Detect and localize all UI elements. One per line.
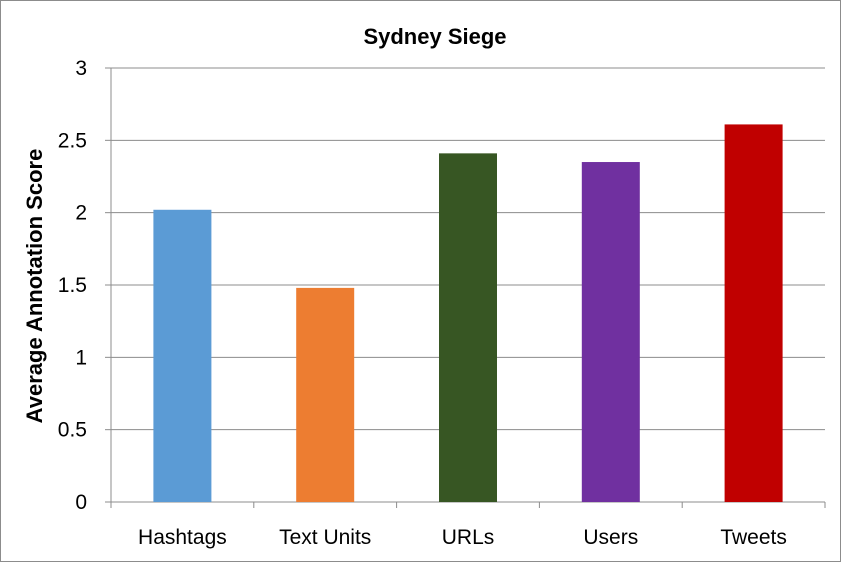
bar-text-units [296, 287, 355, 502]
y-tick-labels: 0 0.5 1 1.5 2 2.5 3 [58, 57, 87, 514]
gridlines [111, 67, 825, 431]
y-tick-label: 0 [75, 491, 87, 514]
x-tick-label: Users [583, 526, 638, 549]
chart-title: Sydney Siege [363, 24, 506, 49]
x-tick-label: Text Units [279, 526, 371, 549]
x-tick-label: URLs [442, 526, 495, 549]
bar-tweets [724, 124, 783, 503]
bar-users [581, 162, 640, 503]
y-tick-label: 2.5 [58, 129, 87, 152]
y-tick-label: 2 [75, 202, 87, 225]
y-tick-label: 1.5 [58, 274, 87, 297]
bars [153, 124, 783, 503]
bar-hashtags [153, 209, 212, 503]
x-tick-label: Tweets [720, 526, 787, 549]
bar-urls [439, 153, 497, 502]
y-tick-label: 0.5 [58, 419, 87, 442]
y-axis-label: Average Annotation Score [22, 149, 47, 424]
y-tick-label: 1 [75, 346, 87, 369]
x-tick-label: Hashtags [138, 526, 227, 549]
y-tick-label: 3 [75, 57, 87, 80]
x-tick-labels: Hashtags Text Units URLs Users Tweets [138, 526, 787, 549]
